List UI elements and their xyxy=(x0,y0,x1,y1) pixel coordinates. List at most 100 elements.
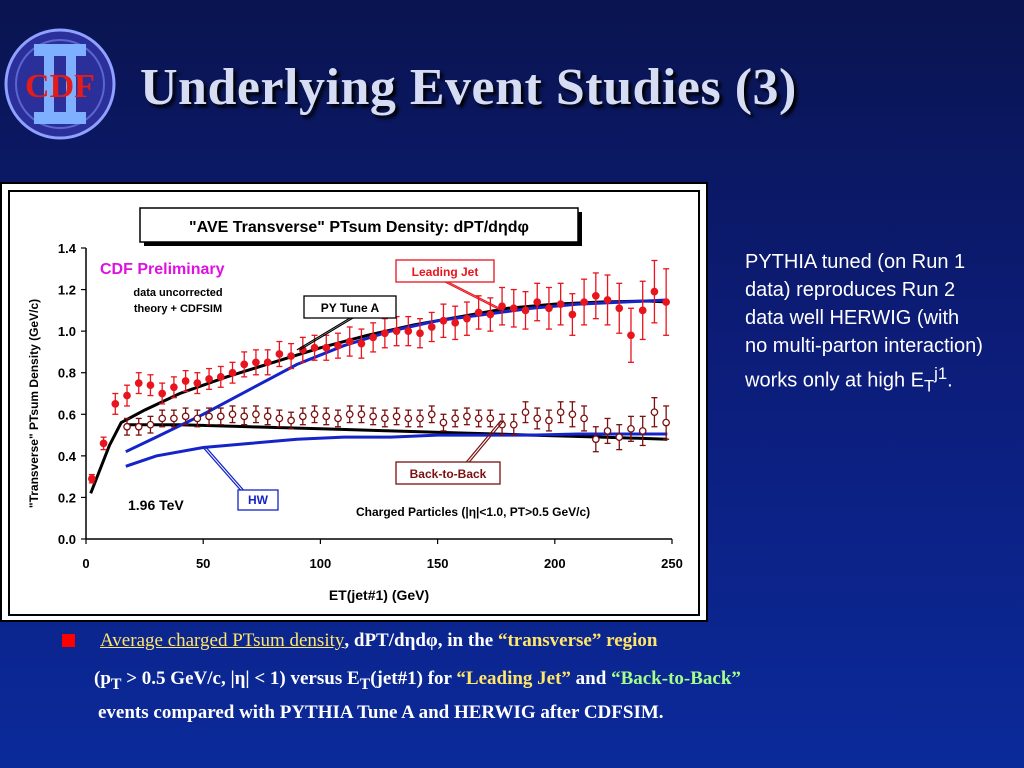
bullet-sub: T xyxy=(110,675,122,693)
back-to-back-point xyxy=(287,416,295,425)
cuts-label: Charged Particles (|η|<1.0, PT>0.5 GeV/c… xyxy=(356,505,590,519)
chart-title-box xyxy=(139,207,579,243)
theory-cdfsim-note: theory + CDFSIM xyxy=(134,303,222,315)
side-note-text: PYTHIA tuned (on Run 1 data) reproduces … xyxy=(745,251,983,392)
leading-jet-point xyxy=(381,329,389,338)
chart-panel: 0.0 0.2 0.4 0.6 0.8 1.0 1.2 1.4 0 50 100 150 200 250 E… xyxy=(8,190,700,616)
back-to-back-point xyxy=(463,412,471,421)
curve-py-tune-a-back-to-back- xyxy=(125,423,668,441)
back-to-back-label: Back-to-Back xyxy=(410,467,487,481)
leading-jet-point xyxy=(216,373,225,381)
leading-jet-point xyxy=(545,304,553,313)
back-to-back-point xyxy=(252,410,260,419)
chart-frame: 0.0 0.2 0.4 0.6 0.8 1.0 1.2 1.4 0 50 100 150 200 250 E… xyxy=(0,182,708,622)
leading-jet-point xyxy=(392,327,401,335)
back-to-back-point xyxy=(498,420,506,429)
leading-jet-point xyxy=(158,389,167,398)
chart-title: "AVE Transverse" PTsum Density: dPT/dηdφ xyxy=(189,219,529,236)
leading-jet-point xyxy=(662,298,670,306)
back-to-back-point xyxy=(298,412,307,421)
y-tick-label: 1.0 xyxy=(58,324,76,339)
y-tick-label: 1.4 xyxy=(58,241,77,256)
leading-jet-point xyxy=(263,358,272,367)
leading-jet-point xyxy=(181,377,190,385)
back-to-back-point xyxy=(357,410,366,419)
back-to-back-point xyxy=(509,420,518,429)
transverse-region-text: “transverse” region xyxy=(497,630,658,651)
back-to-back-point xyxy=(404,414,413,423)
back-to-back-point xyxy=(381,414,389,423)
back-to-back-point xyxy=(603,427,612,435)
leading-jet-point xyxy=(627,331,635,340)
bullet-text: , dPT/dηdφ, in the xyxy=(344,630,498,651)
leading-jet-point xyxy=(345,337,354,346)
data-uncorrected-note: data uncorrected xyxy=(133,287,222,299)
leading-jet-point xyxy=(146,381,155,390)
leading-jet-point xyxy=(275,350,284,358)
leading-jet-point xyxy=(228,368,237,377)
leading-jet-point xyxy=(638,306,647,315)
hw-box xyxy=(237,489,279,511)
bullet-text: and xyxy=(570,668,612,689)
back-to-back-point xyxy=(146,420,155,429)
leading-jet-point xyxy=(240,360,249,369)
leading-jet-pointer xyxy=(444,281,502,311)
side-note-sup: j1 xyxy=(934,364,948,383)
ptsum-density-link[interactable]: Average charged PTsum density xyxy=(100,630,345,651)
back-to-back-point xyxy=(591,435,600,444)
x-axis-title: ET(jet#1) (GeV) xyxy=(329,587,429,603)
back-to-back-point xyxy=(427,410,436,419)
slide-title: Underlying Event Studies (3) xyxy=(140,59,797,116)
bullet-marker xyxy=(62,634,75,647)
leading-jet-point xyxy=(310,343,319,352)
leading-jet-point xyxy=(521,306,530,315)
side-note: PYTHIA tuned (on Run 1 data) reproduces … xyxy=(745,248,985,401)
leading-jet-point xyxy=(416,329,424,338)
bullet-sub: T xyxy=(359,675,371,693)
leading-jet-box xyxy=(395,259,495,283)
back-to-back-point xyxy=(181,412,190,421)
back-to-back-point xyxy=(240,412,249,421)
back-to-back-point xyxy=(322,412,331,421)
back-to-back-point xyxy=(545,416,553,425)
y-tick-label: 0.0 xyxy=(58,532,76,547)
bullet-text: (p xyxy=(94,668,111,689)
back-to-back-text: “Back-to-Back” xyxy=(611,668,741,689)
leading-jet-point xyxy=(463,314,471,323)
back-to-back-point xyxy=(521,408,530,417)
back-to-back-point xyxy=(193,414,202,423)
energy-label: 1.96 TeV xyxy=(128,497,184,513)
back-to-back-point xyxy=(158,414,167,423)
leading-jet-point xyxy=(334,341,342,350)
leading-jet-point xyxy=(205,375,213,383)
bullet-line-2: (pT > 0.5 GeV/c, |η| < 1) versus ET(jet#… xyxy=(94,668,741,694)
leading-jet-point xyxy=(556,300,565,308)
y-tick-label: 0.8 xyxy=(58,366,76,381)
curve-hw-back-to-back- xyxy=(125,432,668,468)
leading-jet-point xyxy=(568,310,577,319)
back-to-back-point xyxy=(170,414,178,423)
x-tick-label: 50 xyxy=(196,556,210,571)
bullet-text: > 0.5 GeV/c, |η| < 1) versus E xyxy=(121,668,360,689)
leading-jet-point xyxy=(252,358,260,367)
py-tune-a-box xyxy=(303,295,397,319)
chart-title-shadow xyxy=(144,242,582,246)
py-tune-a-label: PY Tune A xyxy=(321,301,380,315)
y-tick-label: 0.4 xyxy=(58,449,77,464)
py-tune-a-pointer xyxy=(299,317,354,351)
leading-jet-point xyxy=(404,327,413,335)
y-tick-label: 0.2 xyxy=(58,490,76,505)
leading-jet-point xyxy=(427,323,436,331)
leading-jet-point xyxy=(287,352,295,360)
x-tick-label: 250 xyxy=(661,556,683,571)
back-to-back-point xyxy=(310,410,319,419)
side-note-end: . xyxy=(947,369,953,392)
back-to-back-point xyxy=(568,410,577,419)
leading-jet-point xyxy=(123,391,131,400)
leading-jet-point xyxy=(170,383,178,392)
bullet-line-3: events compared with PYTHIA Tune A and H… xyxy=(98,702,664,723)
back-to-back-point xyxy=(275,414,284,423)
leading-jet-point xyxy=(88,474,96,483)
hw-label: HW xyxy=(248,493,269,507)
back-to-back-point xyxy=(451,414,460,423)
